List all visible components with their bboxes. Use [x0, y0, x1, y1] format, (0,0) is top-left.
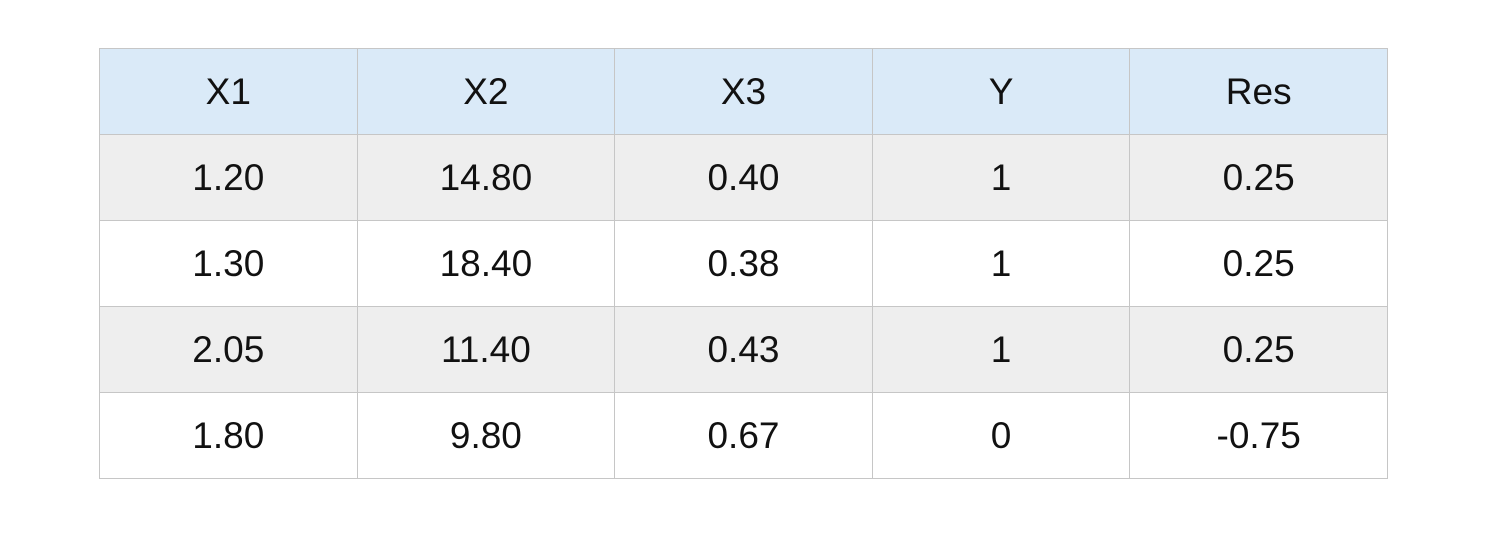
table-cell-res: 0.25 [1129, 134, 1388, 221]
table-cell-y: 0 [871, 392, 1131, 479]
data-table: X1 X2 X3 Y Res 1.20 14.80 0.40 1 0.25 1.… [99, 48, 1388, 479]
table-row: 1.80 9.80 0.67 0 -0.75 [99, 392, 1388, 479]
table-cell-x3: 0.67 [614, 392, 873, 479]
table-cell-x3: 0.38 [614, 220, 873, 307]
table-row: 1.30 18.40 0.38 1 0.25 [99, 220, 1388, 307]
table-cell-res: -0.75 [1129, 392, 1388, 479]
table-cell-x1: 2.05 [99, 306, 358, 393]
header-row: X1 X2 X3 Y Res [99, 48, 1388, 135]
table-cell-x1: 1.30 [99, 220, 358, 307]
header-cell-x3: X3 [614, 48, 873, 135]
header-cell-res: Res [1129, 48, 1388, 135]
table-cell-res: 0.25 [1129, 306, 1388, 393]
table-cell-res: 0.25 [1129, 220, 1388, 307]
table-cell-x3: 0.43 [614, 306, 873, 393]
table-cell-x2: 11.40 [356, 306, 616, 393]
table-body: 1.20 14.80 0.40 1 0.25 1.30 18.40 0.38 1… [99, 134, 1388, 479]
header-cell-x2: X2 [356, 48, 616, 135]
table-header: X1 X2 X3 Y Res [99, 48, 1388, 135]
data-table-container: X1 X2 X3 Y Res 1.20 14.80 0.40 1 0.25 1.… [99, 48, 1388, 479]
table-cell-x3: 0.40 [614, 134, 873, 221]
table-cell-x2: 9.80 [356, 392, 616, 479]
table-cell-y: 1 [871, 134, 1131, 221]
table-cell-x2: 14.80 [356, 134, 616, 221]
header-cell-x1: X1 [99, 48, 358, 135]
table-cell-y: 1 [871, 306, 1131, 393]
table-row: 2.05 11.40 0.43 1 0.25 [99, 306, 1388, 393]
table-cell-x1: 1.20 [99, 134, 358, 221]
table-cell-x2: 18.40 [356, 220, 616, 307]
table-cell-x1: 1.80 [99, 392, 358, 479]
table-cell-y: 1 [871, 220, 1131, 307]
header-cell-y: Y [871, 48, 1131, 135]
table-row: 1.20 14.80 0.40 1 0.25 [99, 134, 1388, 221]
